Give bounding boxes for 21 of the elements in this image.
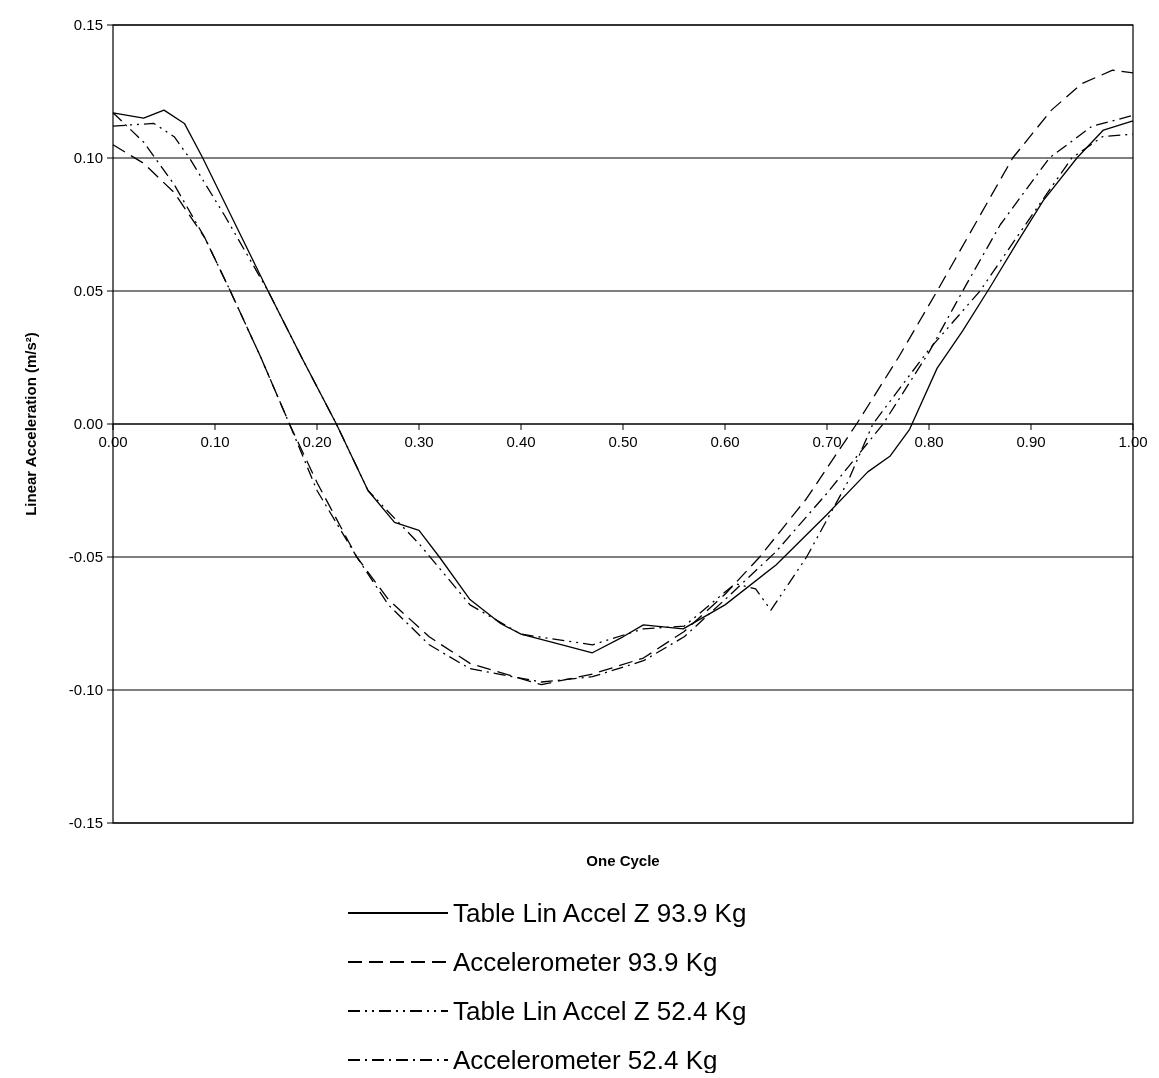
x-axis-title: One Cycle [586, 852, 660, 869]
y-axis-title: Linear Acceleration (m/s²) [22, 332, 39, 516]
y-tick-label: 0.00 [73, 415, 103, 432]
x-tick-label: 0.80 [914, 433, 944, 450]
x-tick-label: 0.50 [608, 433, 638, 450]
y-tick-label: -0.10 [68, 681, 103, 698]
y-tick-label: -0.15 [68, 814, 103, 831]
x-tick-label: 0.40 [506, 433, 536, 450]
y-tick-label: -0.05 [68, 548, 103, 565]
legend-label: Table Lin Accel Z 52.4 Kg [453, 996, 747, 1026]
x-tick-label: 0.20 [302, 433, 332, 450]
x-tick-label: 0.60 [710, 433, 740, 450]
y-tick-label: 0.15 [73, 16, 103, 33]
x-tick-label: 0.70 [812, 433, 842, 450]
x-tick-label: 0.30 [404, 433, 434, 450]
y-tick-label: 0.10 [73, 149, 103, 166]
y-tick-label: 0.05 [73, 282, 103, 299]
legend-label: Accelerometer 93.9 Kg [453, 947, 718, 977]
x-tick-label: 0.10 [200, 433, 230, 450]
legend-label: Table Lin Accel Z 93.9 Kg [453, 898, 747, 928]
x-tick-label: 0.90 [1016, 433, 1046, 450]
